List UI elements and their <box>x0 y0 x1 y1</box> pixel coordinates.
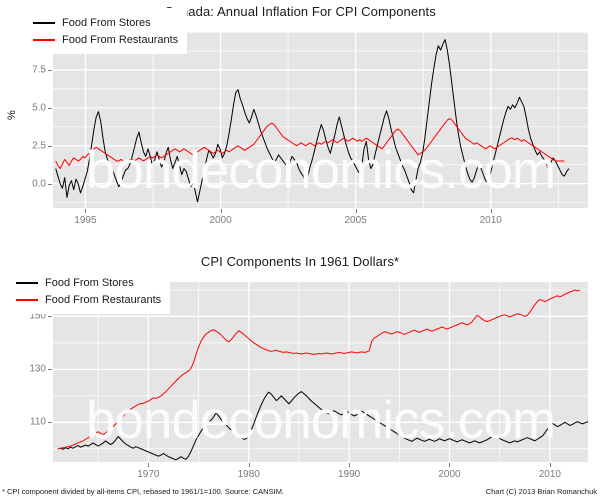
y-tick-mark <box>48 183 52 185</box>
chart-top-legend: Food From Stores Food From Restaurants <box>27 8 188 54</box>
x-tick-label: 1970 <box>137 469 160 480</box>
y-tick-label: 130 <box>29 363 46 375</box>
legend-item-label: Food From Stores <box>45 276 134 289</box>
legend-item: Food From Restaurants <box>16 291 161 308</box>
legend-line-icon <box>16 281 38 284</box>
x-tick-label: 2000 <box>438 469 461 480</box>
x-tick-mark <box>549 463 551 467</box>
x-tick-label: 2005 <box>344 215 367 226</box>
legend-line-icon <box>16 298 38 301</box>
chart-top-plot-area: bondeconomics.com <box>53 32 588 208</box>
footnote: * CPI component divided by all-items CPI… <box>2 487 285 496</box>
x-tick-mark <box>490 209 492 213</box>
copyright-notice: Chart (C) 2013 Brian Romanchuk <box>485 487 597 496</box>
chart-cpi-1961-dollars: CPI Components In 1961 Dollars* bondecon… <box>0 250 600 485</box>
legend-item-label: Food From Restaurants <box>62 33 179 46</box>
x-tick-label: 1990 <box>337 469 361 480</box>
y-tick-mark <box>48 69 52 71</box>
legend-line-icon <box>33 38 55 41</box>
x-tick-label: 2010 <box>538 469 561 480</box>
legend-item: Food From Stores <box>33 14 178 31</box>
x-tick-mark <box>449 463 451 467</box>
x-tick-label: 1995 <box>74 215 97 226</box>
y-tick-label: 7.5 <box>32 64 46 76</box>
x-tick-mark <box>85 209 87 213</box>
legend-item-label: Food From Restaurants <box>45 293 162 306</box>
y-tick-label: 2.5 <box>32 140 46 152</box>
x-tick-mark <box>248 463 250 467</box>
x-tick-label: 2000 <box>209 215 232 226</box>
x-tick-mark <box>148 463 150 467</box>
y-tick-label: 5.0 <box>32 102 46 114</box>
x-tick-mark <box>349 463 351 467</box>
x-tick-label: 2010 <box>479 215 502 226</box>
y-tick-label: 150 <box>29 310 46 322</box>
chart-annual-inflation: Canada: Annual Inflation For CPI Compone… <box>6 4 588 226</box>
y-tick-mark <box>48 369 52 371</box>
y-tick-mark <box>48 107 52 109</box>
chart-bottom-title: CPI Components In 1961 Dollars* <box>200 254 400 269</box>
y-tick-label: 0.0 <box>32 178 46 190</box>
x-tick-mark <box>355 209 357 213</box>
y-tick-mark <box>48 145 52 147</box>
x-tick-mark <box>220 209 222 213</box>
chart-bottom-legend: Food From Stores Food From Restaurants <box>10 268 171 314</box>
y-tick-mark <box>48 316 52 318</box>
legend-item: Food From Restaurants <box>33 31 178 48</box>
y-tick-mark <box>48 422 52 424</box>
legend-item-label: Food From Stores <box>62 16 151 29</box>
x-tick-label: 1980 <box>237 469 260 480</box>
legend-item: Food From Stores <box>16 274 161 291</box>
legend-line-icon <box>33 21 55 24</box>
y-tick-label: 110 <box>30 416 46 428</box>
chart-top-title: Canada: Annual Inflation For CPI Compone… <box>164 4 436 19</box>
